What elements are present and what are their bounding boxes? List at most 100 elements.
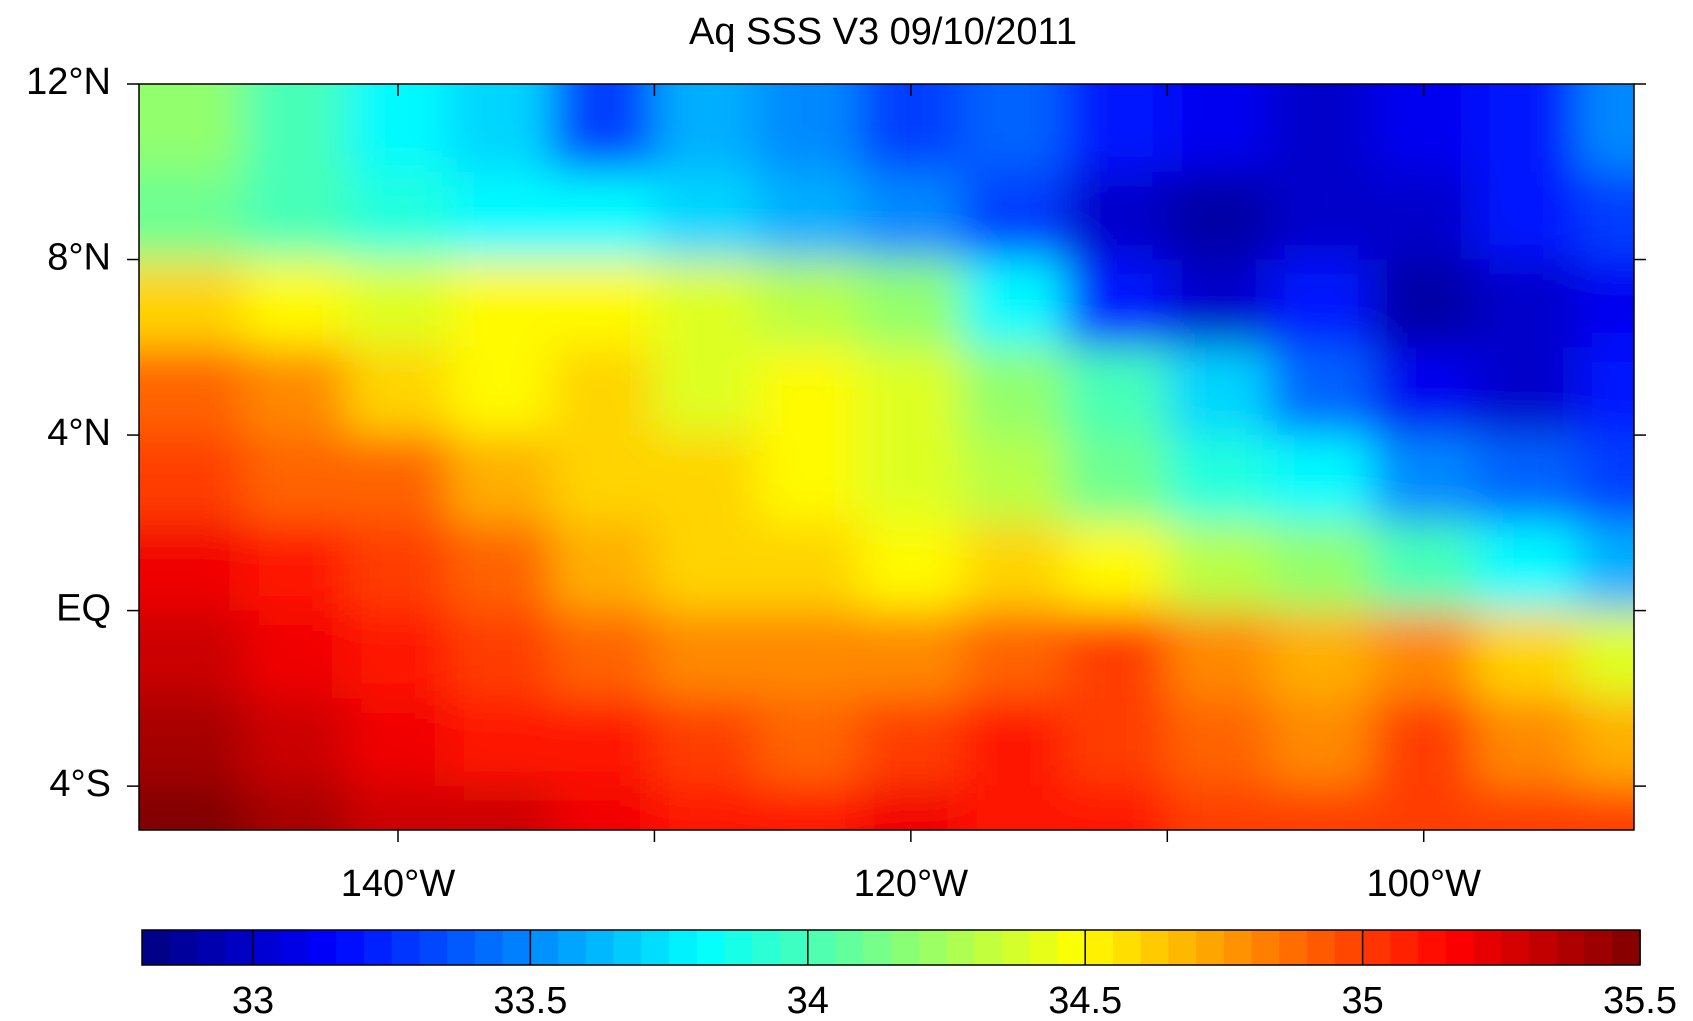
salinity-cell [551, 84, 655, 173]
colorbar-step [1057, 930, 1086, 965]
salinity-cell [244, 786, 348, 830]
salinity-cell [1064, 786, 1168, 830]
colorbar-step [613, 930, 642, 965]
colorbar-step [724, 930, 753, 965]
salinity-cell [1269, 84, 1373, 173]
salinity-cell [1475, 435, 1579, 524]
salinity-cell [1064, 84, 1168, 173]
salinity-cell [859, 786, 963, 830]
colorbar-step [1529, 930, 1558, 965]
salinity-cell [1577, 435, 1634, 524]
colorbar-step [863, 930, 892, 965]
colorbar-step [197, 930, 226, 965]
colorbar-step [419, 930, 448, 965]
colorbar-step [696, 930, 726, 965]
salinity-cell [757, 786, 861, 830]
salinity-cell [449, 435, 553, 524]
colorbar-step [1029, 930, 1059, 965]
salinity-cell [1577, 171, 1634, 261]
colorbar-step [169, 930, 199, 965]
salinity-cell [1269, 259, 1373, 348]
salinity-cell [1167, 610, 1271, 699]
salinity-cell [1372, 786, 1476, 830]
salinity-cell [1577, 522, 1634, 612]
salinity-cell [551, 259, 655, 348]
salinity-cell [1475, 698, 1579, 787]
salinity-cell [757, 610, 861, 699]
salinity-cell [449, 259, 553, 348]
salinity-cell [654, 786, 758, 830]
salinity-cell [654, 435, 758, 524]
salinity-cell [962, 786, 1066, 830]
salinity-cell [757, 259, 861, 348]
salinity-cell [1167, 698, 1271, 787]
colorbar-step [1001, 930, 1031, 965]
salinity-cell [1372, 171, 1476, 261]
salinity-cell [1372, 698, 1476, 787]
colorbar-step [474, 930, 504, 965]
salinity-cell [551, 522, 655, 612]
salinity-cell [244, 259, 348, 348]
x-tick-label: 100°W [1366, 863, 1481, 905]
colorbar-step [252, 930, 282, 965]
salinity-cell [346, 435, 450, 524]
salinity-cell [1475, 610, 1579, 699]
salinity-cell [139, 522, 245, 612]
salinity-cell [244, 84, 348, 173]
salinity-cell [757, 171, 861, 261]
salinity-cell [449, 522, 553, 612]
salinity-cell [1167, 522, 1271, 612]
colorbar-step [835, 930, 864, 965]
salinity-cell [962, 347, 1066, 436]
salinity-cell [346, 610, 450, 699]
salinity-cell [962, 698, 1066, 787]
colorbar-step [530, 930, 559, 965]
colorbar-step [1612, 930, 1641, 965]
salinity-cell [346, 698, 450, 787]
salinity-cell [346, 347, 450, 436]
salinity-cell [244, 698, 348, 787]
salinity-cell [859, 259, 963, 348]
y-tick-label: 4°S [49, 763, 111, 805]
salinity-cell [449, 347, 553, 436]
salinity-cell [139, 610, 245, 699]
salinity-cell [1372, 84, 1476, 173]
salinity-cell [757, 347, 861, 436]
salinity-cell [551, 786, 655, 830]
y-tick-label: EQ [56, 588, 111, 630]
x-tick-label: 120°W [854, 863, 969, 905]
colorbar-step [447, 930, 476, 965]
colorbar-step [1251, 930, 1280, 965]
colorbar-tick-label: 33 [232, 980, 274, 1021]
colorbar-step [1445, 930, 1475, 965]
salinity-cell [1577, 786, 1634, 830]
colorbar-step [1307, 930, 1336, 965]
colorbar-step [1473, 930, 1502, 965]
salinity-cell [1269, 786, 1373, 830]
salinity-cell [1064, 522, 1168, 612]
salinity-cell [139, 84, 245, 173]
salinity-cell [449, 171, 553, 261]
salinity-cell [449, 84, 553, 173]
colorbar-step [585, 930, 615, 965]
salinity-cell [1372, 610, 1476, 699]
salinity-cell [859, 698, 963, 787]
salinity-cell [139, 435, 245, 524]
salinity-cell [1577, 347, 1634, 436]
salinity-cell [962, 610, 1066, 699]
salinity-cell [757, 84, 861, 173]
salinity-cell [1372, 522, 1476, 612]
salinity-cell [139, 347, 245, 436]
salinity-cell [244, 610, 348, 699]
salinity-cell [1372, 347, 1476, 436]
colorbar-step [974, 930, 1003, 965]
salinity-cell [962, 259, 1066, 348]
salinity-cell [1064, 610, 1168, 699]
salinity-cell [962, 171, 1066, 261]
colorbar-step [1112, 930, 1142, 965]
salinity-cell [1372, 259, 1476, 348]
colorbar-step [1140, 930, 1170, 965]
salinity-cell [139, 171, 245, 261]
salinity-cell [1167, 786, 1271, 830]
salinity-cell [1167, 84, 1271, 173]
